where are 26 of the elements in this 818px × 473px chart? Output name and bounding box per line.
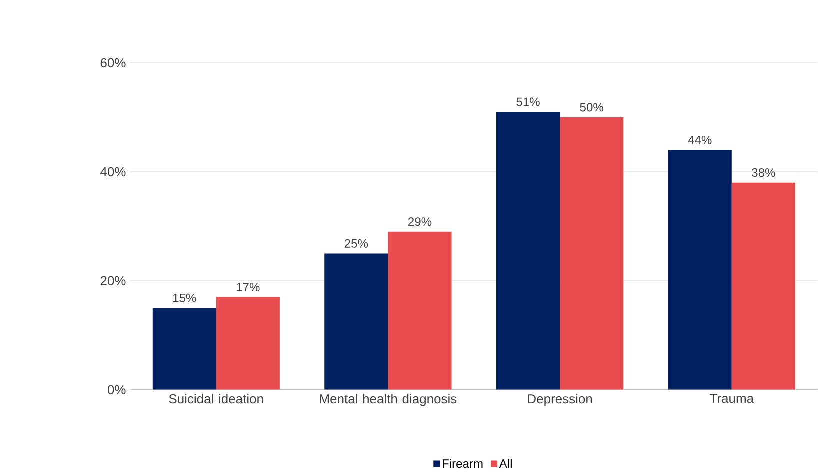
- y-tick-label: 20%: [100, 276, 126, 286]
- bar: [732, 182, 796, 390]
- bar: [496, 112, 560, 390]
- data-label: 25%: [344, 239, 368, 248]
- data-label: 44%: [688, 136, 712, 144]
- x-tick-label: Mental health diagnosis: [320, 394, 457, 406]
- bar: [388, 232, 452, 390]
- bar: [152, 308, 216, 390]
- y-tick-label: 0%: [108, 385, 126, 394]
- y-tick-label: 40%: [100, 167, 126, 176]
- data-label: 15%: [173, 294, 196, 302]
- y-tick-label: 60%: [100, 58, 126, 68]
- data-label: 51%: [516, 98, 540, 106]
- legend-label: All: [499, 458, 512, 468]
- legend-label: Firearm: [442, 458, 483, 468]
- data-label: 38%: [752, 168, 776, 177]
- data-label: 50%: [580, 102, 604, 112]
- data-label: 29%: [408, 217, 432, 226]
- bar: [560, 117, 624, 390]
- x-tick-label: Suicidal ideation: [169, 394, 264, 404]
- bar: [216, 297, 280, 390]
- x-tick-label: Trauma: [710, 394, 754, 403]
- bar: [324, 253, 388, 390]
- bar: [668, 150, 732, 390]
- x-tick-label: Depression: [528, 394, 592, 406]
- data-label: 17%: [236, 282, 260, 292]
